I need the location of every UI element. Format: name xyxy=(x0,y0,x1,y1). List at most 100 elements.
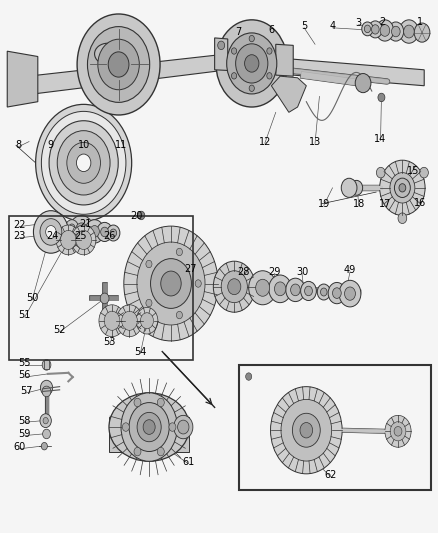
Circle shape xyxy=(293,413,320,447)
Circle shape xyxy=(328,282,346,304)
Circle shape xyxy=(69,215,94,245)
Circle shape xyxy=(286,278,305,302)
Circle shape xyxy=(246,373,252,380)
Circle shape xyxy=(227,33,277,94)
Circle shape xyxy=(395,178,410,198)
Text: 62: 62 xyxy=(324,470,336,480)
Bar xyxy=(44,360,49,369)
Circle shape xyxy=(40,219,62,245)
Circle shape xyxy=(399,184,406,192)
Circle shape xyxy=(300,423,313,438)
Circle shape xyxy=(124,226,218,341)
Circle shape xyxy=(42,386,51,397)
Text: 27: 27 xyxy=(184,264,197,274)
Circle shape xyxy=(67,142,100,183)
Text: 51: 51 xyxy=(18,310,31,320)
Circle shape xyxy=(394,426,402,436)
Circle shape xyxy=(174,415,193,439)
Text: 22: 22 xyxy=(13,220,25,230)
Circle shape xyxy=(249,271,277,305)
Text: 2: 2 xyxy=(380,17,386,27)
Circle shape xyxy=(117,305,143,337)
Circle shape xyxy=(161,271,181,296)
Circle shape xyxy=(99,305,125,337)
Text: 11: 11 xyxy=(115,140,127,150)
Circle shape xyxy=(151,259,191,309)
Circle shape xyxy=(290,284,300,296)
Circle shape xyxy=(249,85,254,92)
Text: 50: 50 xyxy=(26,293,38,303)
Text: 21: 21 xyxy=(80,219,92,229)
Circle shape xyxy=(404,25,414,38)
Circle shape xyxy=(178,420,189,434)
Text: 49: 49 xyxy=(344,265,356,275)
Circle shape xyxy=(350,180,363,195)
Circle shape xyxy=(138,211,145,220)
Text: 30: 30 xyxy=(296,267,308,277)
Text: 58: 58 xyxy=(18,416,31,426)
Circle shape xyxy=(122,423,129,431)
Circle shape xyxy=(60,230,76,249)
Circle shape xyxy=(108,52,129,77)
Text: 17: 17 xyxy=(379,199,391,209)
Text: 59: 59 xyxy=(18,429,31,439)
Circle shape xyxy=(195,280,201,287)
Circle shape xyxy=(177,311,183,319)
Circle shape xyxy=(137,413,161,442)
Circle shape xyxy=(216,20,288,107)
Text: 20: 20 xyxy=(130,211,142,221)
Circle shape xyxy=(75,223,88,238)
Bar xyxy=(239,365,431,490)
Circle shape xyxy=(236,44,268,83)
Circle shape xyxy=(269,275,291,303)
Text: 7: 7 xyxy=(236,27,242,37)
Circle shape xyxy=(43,417,48,424)
Text: 61: 61 xyxy=(182,457,194,467)
Circle shape xyxy=(143,419,155,434)
Circle shape xyxy=(213,261,255,312)
Circle shape xyxy=(228,279,241,295)
Circle shape xyxy=(275,282,286,296)
Circle shape xyxy=(97,222,113,241)
Circle shape xyxy=(42,429,50,439)
Circle shape xyxy=(65,220,78,236)
Circle shape xyxy=(40,414,51,427)
Circle shape xyxy=(141,313,153,329)
Circle shape xyxy=(249,35,254,42)
Ellipse shape xyxy=(109,393,189,461)
Circle shape xyxy=(317,284,330,300)
Circle shape xyxy=(231,48,237,54)
Circle shape xyxy=(76,230,92,249)
Circle shape xyxy=(134,447,141,456)
Circle shape xyxy=(414,23,430,42)
Circle shape xyxy=(364,25,371,33)
Circle shape xyxy=(33,211,68,253)
Circle shape xyxy=(231,72,237,79)
Text: 19: 19 xyxy=(318,199,330,209)
Text: 12: 12 xyxy=(259,136,271,147)
Circle shape xyxy=(88,27,150,102)
Text: 52: 52 xyxy=(53,325,66,335)
Circle shape xyxy=(341,178,357,197)
Polygon shape xyxy=(14,54,424,96)
Circle shape xyxy=(157,398,164,407)
Circle shape xyxy=(40,380,53,395)
Circle shape xyxy=(146,260,152,268)
Circle shape xyxy=(271,386,342,474)
Circle shape xyxy=(57,131,110,195)
Text: 53: 53 xyxy=(104,337,116,347)
Text: 14: 14 xyxy=(374,134,387,144)
Circle shape xyxy=(101,227,109,237)
Circle shape xyxy=(376,167,385,178)
Text: 5: 5 xyxy=(301,21,307,31)
Circle shape xyxy=(256,279,270,296)
Text: 13: 13 xyxy=(309,136,321,147)
Circle shape xyxy=(345,287,356,300)
Circle shape xyxy=(69,224,75,231)
Circle shape xyxy=(37,232,43,239)
Bar xyxy=(171,269,195,298)
Circle shape xyxy=(177,248,183,256)
Bar xyxy=(10,216,193,360)
Text: 16: 16 xyxy=(414,198,426,208)
Circle shape xyxy=(267,72,272,79)
